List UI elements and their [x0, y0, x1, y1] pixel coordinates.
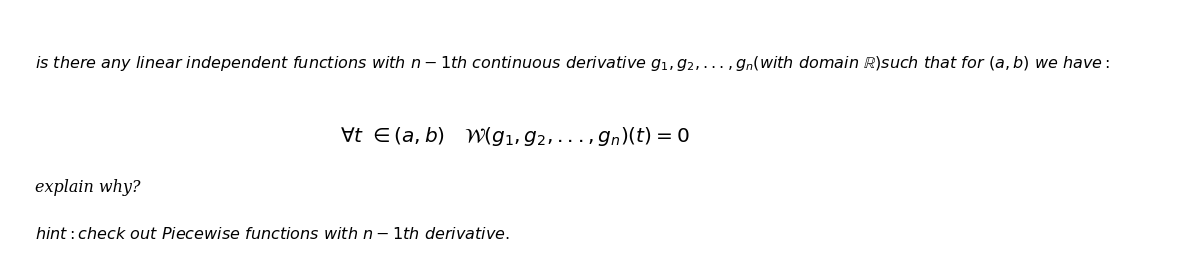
Text: $\mathit{hint: check\ out\ Piecewise\ functions\ with}\ n - \mathit{1th\ derivat: $\mathit{hint: check\ out\ Piecewise\ fu… — [35, 225, 510, 243]
Text: explain why?: explain why? — [35, 179, 140, 196]
Text: $\mathit{is\ there\ any\ linear\ independent\ functions\ with}\ n - \mathit{1th\: $\mathit{is\ there\ any\ linear\ indepen… — [35, 54, 1110, 73]
Text: $\forall t\ \in (a,b) \quad \mathcal{W}(g_1, g_2, ..., g_n)(t) = 0$: $\forall t\ \in (a,b) \quad \mathcal{W}(… — [340, 125, 689, 147]
